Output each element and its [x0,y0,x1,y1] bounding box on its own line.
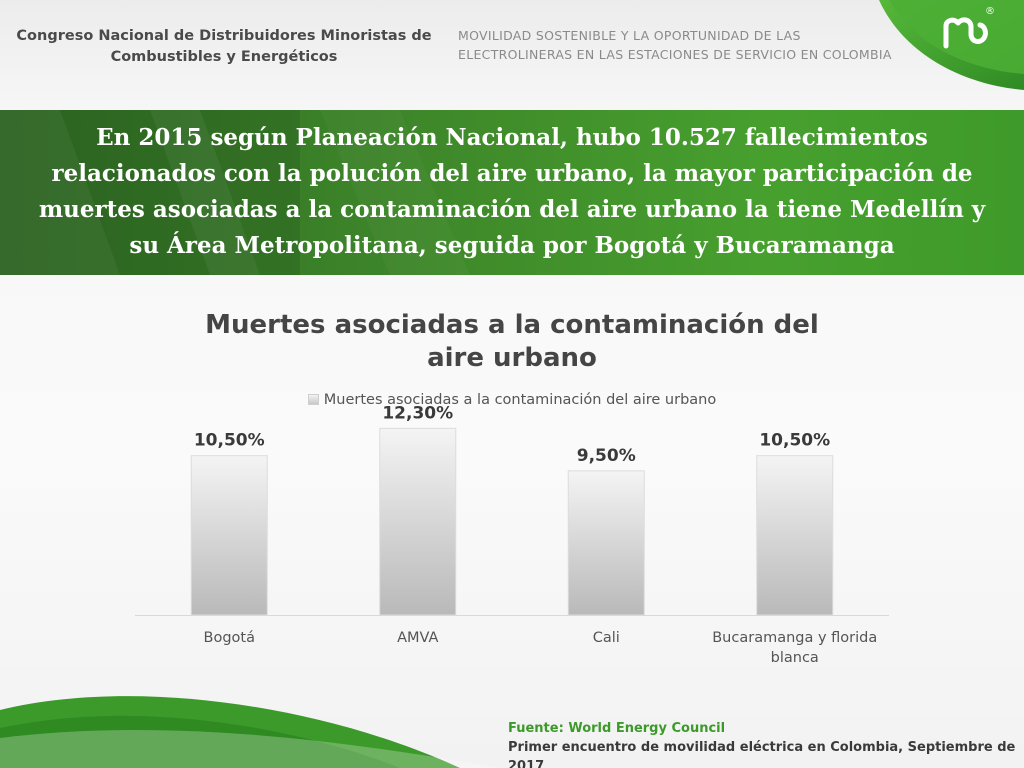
category-label-0: Bogotá [204,630,255,646]
category-label-3-line1: Bucaramanga y florida [712,630,877,646]
bar-1 [379,427,457,616]
brand-logo [943,17,988,49]
event-title: Congreso Nacional de Distribuidores Mino… [14,26,434,68]
source-line2: Primer encuentro de movilidad eléctrica … [508,740,1016,768]
source-note: Fuente: World Energy Council Primer encu… [508,719,1018,768]
data-label-1: 12,30% [382,403,453,423]
bottom-decoration [0,696,500,768]
corner-decoration [879,0,1024,90]
headline-text: En 2015 según Planeación Nacional, hubo … [20,120,1004,264]
chart-title: Muertes asociadas a la contaminación del… [180,309,844,375]
bar-2 [567,470,645,616]
chart-title-line2: aire urbano [427,343,597,373]
headline-line1: En 2015 según Planeación Nacional, hubo … [96,124,928,151]
data-label-2: 9,50% [577,446,636,466]
presentation-topic: MOVILIDAD SOSTENIBLE Y LA OPORTUNIDAD DE… [458,26,898,64]
data-label-3: 10,50% [759,431,830,451]
legend-swatch [307,393,319,405]
headline-banner: En 2015 según Planeación Nacional, hubo … [0,110,1024,275]
presentation-topic-line2: ELECTROLINERAS EN LAS ESTACIONES DE SERV… [458,47,892,62]
chart-legend: Muertes asociadas a la contaminación del… [0,392,1024,408]
source-line1: Fuente: World Energy Council [508,721,726,736]
category-label-3-line2: blanca [771,650,819,666]
bar-0 [190,455,268,616]
event-title-line2: Combustibles y Energéticos [110,49,338,65]
headline-line4: su Área Metropolitana, seguida por Bogot… [129,232,895,259]
bar-3 [756,455,834,616]
event-title-line1: Congreso Nacional de Distribuidores Mino… [16,28,432,44]
headline-line2: relacionados con la polución del aire ur… [51,160,973,187]
data-label-0: 10,50% [194,431,265,451]
chart-title-line1: Muertes asociadas a la contaminación del [205,310,819,340]
legend-label: Muertes asociadas a la contaminación del… [323,392,717,408]
category-label-1: AMVA [397,630,438,646]
headline-line3: muertes asociadas a la contaminación del… [38,196,986,223]
banner-texture [0,110,300,275]
registered-mark: ® [985,6,995,17]
presentation-topic-line1: MOVILIDAD SOSTENIBLE Y LA OPORTUNIDAD DE… [458,28,801,43]
category-label-2: Cali [593,630,620,646]
